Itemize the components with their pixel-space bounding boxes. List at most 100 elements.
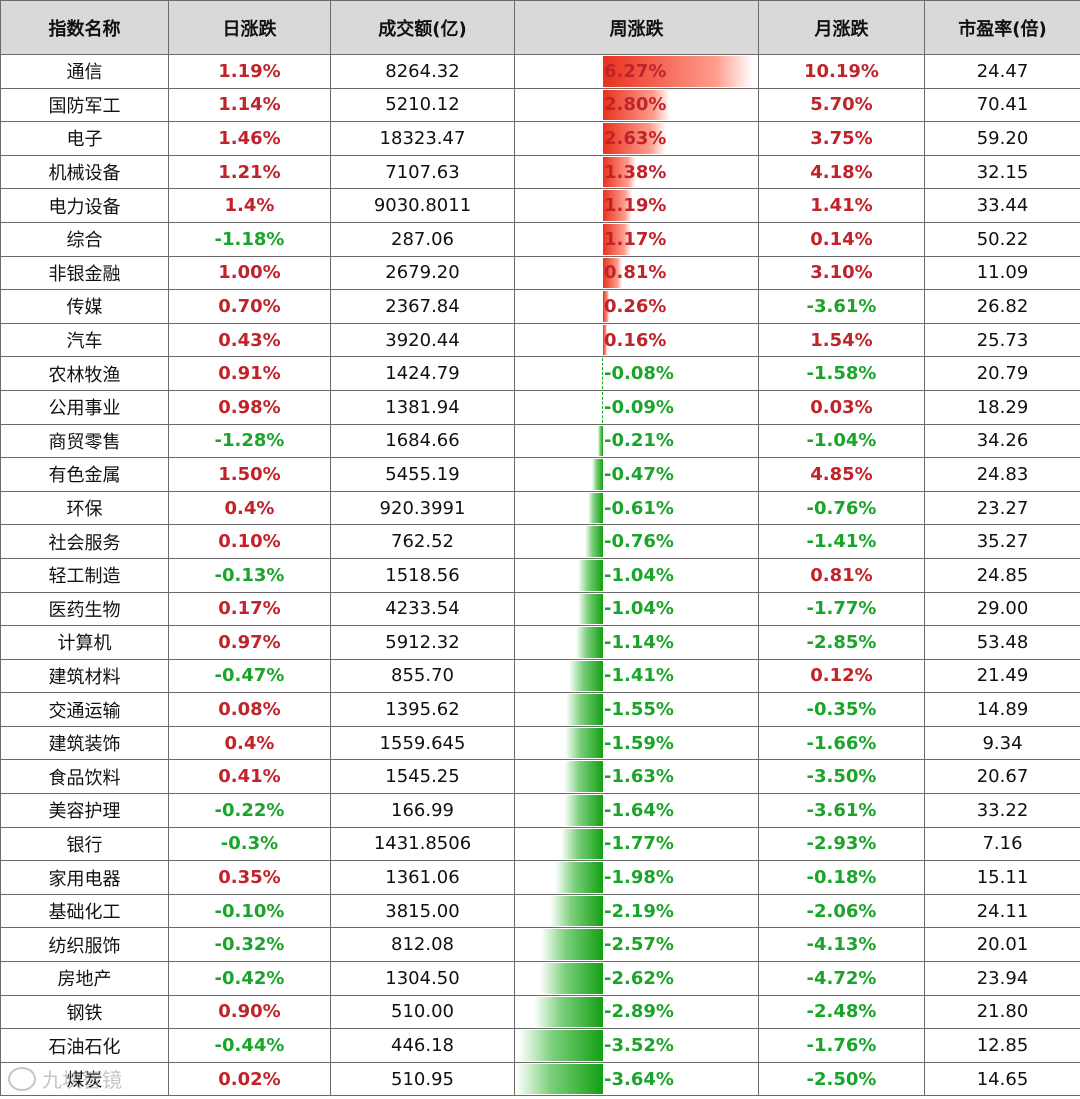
- table-row[interactable]: 银行 -0.3% 1431.8506 -1.77% -2.93% 7.16: [0, 826, 1080, 862]
- week-bar: [602, 358, 604, 389]
- sector-name: 食品饮料: [0, 759, 169, 795]
- table-row[interactable]: 家用电器 0.35% 1361.06 -1.98% -0.18% 15.11: [0, 860, 1080, 895]
- sector-name: 纺织服饰: [0, 927, 169, 963]
- week-change-label: 2.63%: [604, 127, 667, 149]
- week-bar: [603, 123, 667, 154]
- day-change: 1.19%: [168, 54, 331, 89]
- month-change: -4.72%: [758, 961, 925, 996]
- day-change: 0.90%: [168, 994, 331, 1030]
- pe-ratio: 33.44: [924, 188, 1080, 223]
- week-change: -1.98%: [514, 860, 759, 895]
- week-change: -3.64%: [514, 1061, 759, 1097]
- watermark: 九块智镜: [8, 1064, 122, 1093]
- week-change-label: -2.57%: [604, 934, 674, 956]
- week-change: -0.09%: [514, 389, 759, 425]
- table-row[interactable]: 通信 1.19% 8264.32 6.27% 10.19% 24.47: [0, 54, 1080, 89]
- week-change-label: -1.04%: [604, 598, 674, 620]
- table-row[interactable]: 建筑装饰 0.4% 1559.645 -1.59% -1.66% 9.34: [0, 725, 1080, 761]
- week-change-label: -1.59%: [604, 732, 674, 754]
- logo-icon: [8, 1066, 36, 1091]
- month-change: 0.03%: [758, 389, 925, 425]
- week-change-label: 2.80%: [604, 94, 667, 116]
- col-header-pe[interactable]: 市盈率(倍): [924, 0, 1080, 55]
- table-row[interactable]: 房地产 -0.42% 1304.50 -2.62% -4.72% 23.94: [0, 961, 1080, 996]
- day-change: 1.50%: [168, 457, 331, 492]
- day-change: -1.18%: [168, 221, 331, 257]
- pe-ratio: 14.89: [924, 692, 1080, 727]
- week-bar: [603, 291, 610, 322]
- week-change-label: -0.61%: [604, 497, 674, 519]
- table-row[interactable]: 社会服务 0.10% 762.52 -0.76% -1.41% 35.27: [0, 524, 1080, 559]
- pe-ratio: 7.16: [924, 826, 1080, 862]
- table-row[interactable]: 煤炭 0.02% 510.95 -3.64% -2.50% 14.65: [0, 1061, 1080, 1097]
- month-change: -1.41%: [758, 524, 925, 559]
- table-row[interactable]: 轻工制造 -0.13% 1518.56 -1.04% 0.81% 24.85: [0, 557, 1080, 593]
- table-row[interactable]: 食品饮料 0.41% 1545.25 -1.63% -3.50% 20.67: [0, 759, 1080, 795]
- table-row[interactable]: 美容护理 -0.22% 166.99 -1.64% -3.61% 33.22: [0, 793, 1080, 828]
- sector-name: 综合: [0, 221, 169, 257]
- week-change-label: -1.41%: [604, 665, 674, 687]
- pe-ratio: 70.41: [924, 87, 1080, 123]
- col-header-week[interactable]: 周涨跌: [514, 0, 759, 55]
- table-row[interactable]: 公用事业 0.98% 1381.94 -0.09% 0.03% 18.29: [0, 389, 1080, 425]
- table-row[interactable]: 石油石化 -0.44% 446.18 -3.52% -1.76% 12.85: [0, 1028, 1080, 1063]
- week-change: 0.81%: [514, 255, 759, 291]
- table-row[interactable]: 钢铁 0.90% 510.00 -2.89% -2.48% 21.80: [0, 994, 1080, 1030]
- table-row[interactable]: 交通运输 0.08% 1395.62 -1.55% -0.35% 14.89: [0, 692, 1080, 727]
- volume: 9030.8011: [330, 188, 515, 223]
- month-change: 10.19%: [758, 54, 925, 89]
- col-header-day[interactable]: 日涨跌: [168, 0, 331, 55]
- week-bar: [564, 727, 603, 759]
- table-row[interactable]: 商贸零售 -1.28% 1684.66 -0.21% -1.04% 34.26: [0, 423, 1080, 459]
- pe-ratio: 12.85: [924, 1028, 1080, 1063]
- day-change: -0.44%: [168, 1028, 331, 1063]
- sector-name: 基础化工: [0, 893, 169, 929]
- sector-name: 计算机: [0, 625, 169, 660]
- day-change: 0.17%: [168, 591, 331, 627]
- sector-name: 非银金融: [0, 255, 169, 291]
- sector-name: 环保: [0, 490, 169, 526]
- pe-ratio: 20.67: [924, 759, 1080, 795]
- pe-ratio: 11.09: [924, 255, 1080, 291]
- table-row[interactable]: 纺织服饰 -0.32% 812.08 -2.57% -4.13% 20.01: [0, 927, 1080, 963]
- table-row[interactable]: 国防军工 1.14% 5210.12 2.80% 5.70% 70.41: [0, 87, 1080, 123]
- table-row[interactable]: 环保 0.4% 920.3991 -0.61% -0.76% 23.27: [0, 490, 1080, 526]
- volume: 5912.32: [330, 625, 515, 660]
- table-row[interactable]: 医药生物 0.17% 4233.54 -1.04% -1.77% 29.00: [0, 591, 1080, 627]
- table-row[interactable]: 传媒 0.70% 2367.84 0.26% -3.61% 26.82: [0, 289, 1080, 324]
- week-change: -1.41%: [514, 658, 759, 694]
- sector-name: 石油石化: [0, 1028, 169, 1063]
- table-row[interactable]: 非银金融 1.00% 2679.20 0.81% 3.10% 11.09: [0, 255, 1080, 291]
- sector-name: 房地产: [0, 961, 169, 996]
- volume: 4233.54: [330, 591, 515, 627]
- table-row[interactable]: 基础化工 -0.10% 3815.00 -2.19% -2.06% 24.11: [0, 893, 1080, 929]
- col-header-name[interactable]: 指数名称: [0, 0, 169, 55]
- col-header-volume[interactable]: 成交额(亿): [330, 0, 515, 55]
- col-header-month[interactable]: 月涨跌: [758, 0, 925, 55]
- week-change-label: -0.08%: [604, 363, 674, 385]
- month-change: -1.77%: [758, 591, 925, 627]
- day-change: -0.47%: [168, 658, 331, 694]
- table-row[interactable]: 电力设备 1.4% 9030.8011 1.19% 1.41% 33.44: [0, 188, 1080, 223]
- week-bar: [565, 694, 603, 725]
- table-row[interactable]: 综合 -1.18% 287.06 1.17% 0.14% 50.22: [0, 221, 1080, 257]
- table-row[interactable]: 电子 1.46% 18323.47 2.63% 3.75% 59.20: [0, 121, 1080, 156]
- pe-ratio: 34.26: [924, 423, 1080, 459]
- week-bar: [591, 459, 603, 490]
- sector-name: 钢铁: [0, 994, 169, 1030]
- pe-ratio: 21.80: [924, 994, 1080, 1030]
- table-row[interactable]: 计算机 0.97% 5912.32 -1.14% -2.85% 53.48: [0, 625, 1080, 660]
- sector-name: 传媒: [0, 289, 169, 324]
- week-change: 1.38%: [514, 154, 759, 190]
- table-row[interactable]: 农林牧渔 0.91% 1424.79 -0.08% -1.58% 20.79: [0, 356, 1080, 391]
- table-row[interactable]: 建筑材料 -0.47% 855.70 -1.41% 0.12% 21.49: [0, 658, 1080, 694]
- pe-ratio: 24.47: [924, 54, 1080, 89]
- week-bar: [603, 156, 637, 188]
- table-row[interactable]: 机械设备 1.21% 7107.63 1.38% 4.18% 32.15: [0, 154, 1080, 190]
- month-change: 0.81%: [758, 557, 925, 593]
- day-change: -0.22%: [168, 793, 331, 828]
- table-row[interactable]: 汽车 0.43% 3920.44 0.16% 1.54% 25.73: [0, 322, 1080, 358]
- volume: 1518.56: [330, 557, 515, 593]
- sector-name: 建筑装饰: [0, 725, 169, 761]
- table-row[interactable]: 有色金属 1.50% 5455.19 -0.47% 4.85% 24.83: [0, 457, 1080, 492]
